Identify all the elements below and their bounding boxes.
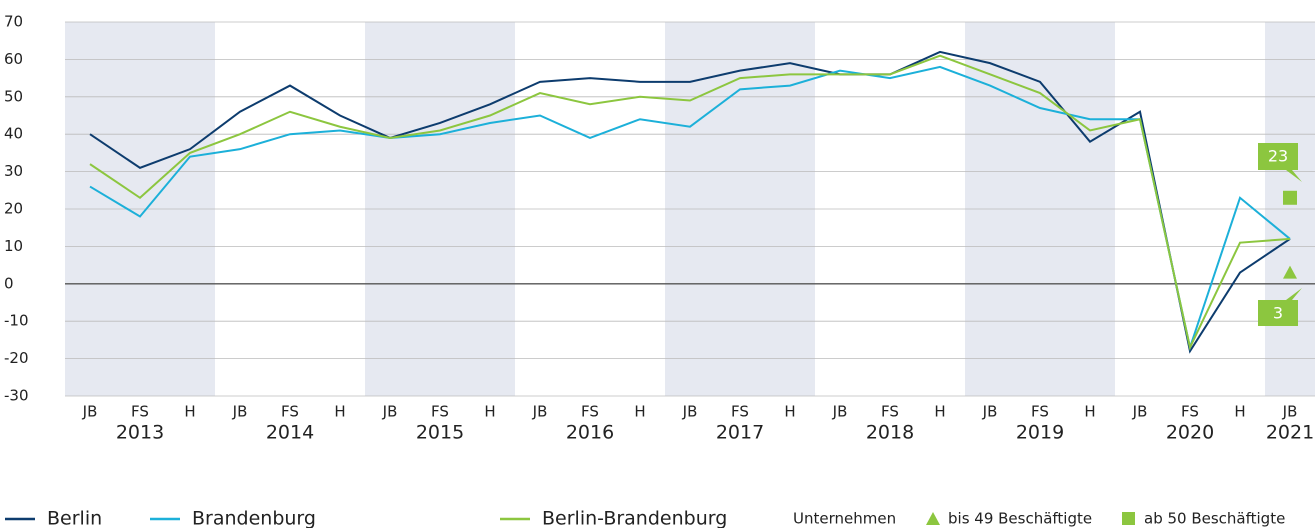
legend-label: bis 49 Beschäftigte bbox=[948, 510, 1092, 528]
x-tick-label: JB bbox=[682, 403, 698, 421]
callout-label: 23 bbox=[1268, 147, 1288, 166]
x-tick-label: H bbox=[1084, 403, 1095, 421]
x-tick-label: JB bbox=[532, 403, 548, 421]
legend-label: Berlin bbox=[47, 508, 102, 529]
callout bbox=[1258, 143, 1302, 182]
series-line bbox=[89, 54, 1291, 351]
marker-triangle bbox=[1283, 265, 1297, 279]
year-label: 2015 bbox=[416, 422, 464, 444]
x-tick-label: H bbox=[634, 403, 645, 421]
x-tick-label: JB bbox=[1132, 403, 1148, 421]
year-label: 2016 bbox=[566, 422, 614, 444]
legend-label: Brandenburg bbox=[192, 508, 316, 529]
x-tick-label: FS bbox=[1031, 403, 1049, 421]
y-tick-label: -10 bbox=[4, 312, 29, 330]
x-tick-label: FS bbox=[581, 403, 599, 421]
marker-square bbox=[1283, 190, 1297, 205]
year-label: 2013 bbox=[116, 422, 164, 444]
x-tick-label: FS bbox=[281, 403, 299, 421]
x-tick-label: H bbox=[1234, 403, 1245, 421]
x-tick-label: H bbox=[334, 403, 345, 421]
x-tick-label: H bbox=[484, 403, 495, 421]
y-tick-label: 30 bbox=[4, 162, 23, 180]
x-tick-label: JB bbox=[82, 403, 98, 421]
x-tick-label: JB bbox=[832, 403, 848, 421]
y-tick-label: -20 bbox=[4, 349, 29, 367]
x-tick-label: JB bbox=[382, 403, 398, 421]
legend-label: Berlin-Brandenburg bbox=[542, 508, 727, 529]
x-tick-label: JB bbox=[982, 403, 998, 421]
year-label: 2017 bbox=[716, 422, 764, 444]
x-tick-label: JB bbox=[1282, 403, 1298, 421]
series-line bbox=[89, 65, 1291, 352]
x-tick-label: JB bbox=[232, 403, 248, 421]
y-tick-label: 0 bbox=[4, 274, 14, 292]
x-tick-label: H bbox=[934, 403, 945, 421]
x-tick-label: FS bbox=[1181, 403, 1199, 421]
legend-label: ab 50 Beschäftigte bbox=[1144, 510, 1285, 528]
y-tick-label: 10 bbox=[4, 237, 23, 255]
callout bbox=[1258, 288, 1302, 326]
y-tick-label: 60 bbox=[4, 50, 23, 68]
year-label: 2021 bbox=[1266, 422, 1314, 444]
x-tick-label: FS bbox=[131, 403, 149, 421]
series-line bbox=[89, 50, 1291, 354]
legend-square bbox=[1122, 512, 1135, 525]
y-tick-label: 50 bbox=[4, 87, 23, 105]
y-tick-label: 70 bbox=[4, 13, 23, 31]
callout-label: 3 bbox=[1273, 304, 1283, 323]
year-label: 2019 bbox=[1016, 422, 1064, 444]
year-label: 2020 bbox=[1166, 422, 1214, 444]
y-tick-label: 20 bbox=[4, 200, 23, 218]
year-label: 2014 bbox=[266, 422, 314, 444]
year-label: 2018 bbox=[866, 422, 914, 444]
x-tick-label: H bbox=[184, 403, 195, 421]
x-tick-label: H bbox=[784, 403, 795, 421]
legend-triangle bbox=[926, 512, 940, 525]
x-tick-label: FS bbox=[731, 403, 749, 421]
y-tick-label: -30 bbox=[4, 387, 29, 405]
x-tick-label: FS bbox=[881, 403, 899, 421]
y-tick-label: 40 bbox=[4, 125, 23, 143]
legend-prefix: Unternehmen bbox=[793, 510, 896, 528]
x-tick-label: FS bbox=[431, 403, 449, 421]
